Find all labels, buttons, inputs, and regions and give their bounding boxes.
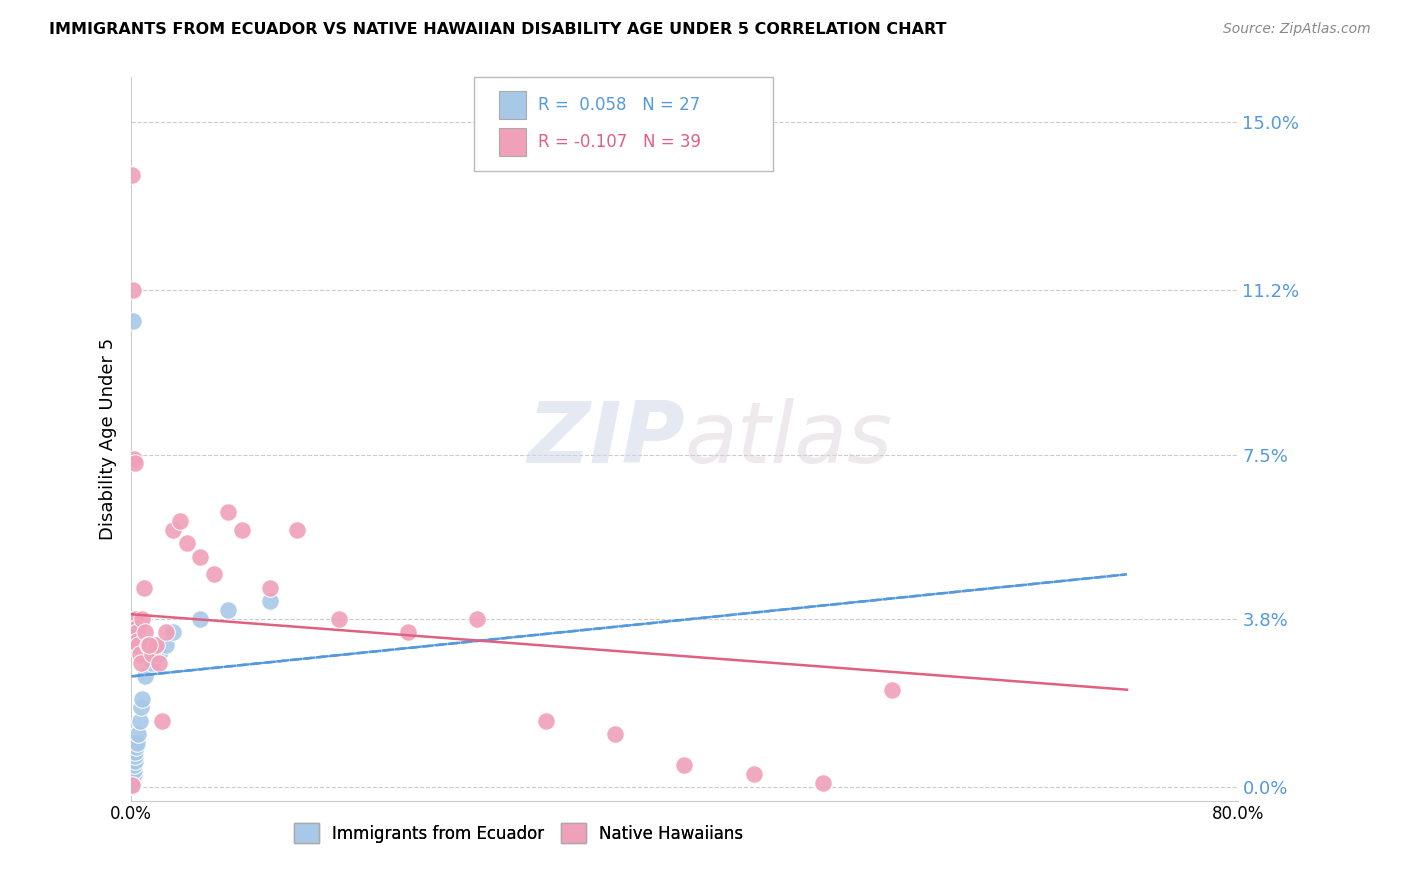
Point [127,633,149,648]
Point [124,758,146,772]
Point [231,523,253,537]
Point [145,638,167,652]
Point [259,594,281,608]
Text: atlas: atlas [685,398,893,481]
Point [125,740,148,755]
Point [396,625,419,640]
Point [162,625,184,640]
Point [150,714,173,728]
Point [122,767,145,781]
Point [259,581,281,595]
Point [129,656,152,670]
Text: Source: ZipAtlas.com: Source: ZipAtlas.com [1223,22,1371,37]
Point [880,682,903,697]
Text: ZIP: ZIP [527,398,685,481]
Text: IMMIGRANTS FROM ECUADOR VS NATIVE HAWAIIAN DISABILITY AGE UNDER 5 CORRELATION CH: IMMIGRANTS FROM ECUADOR VS NATIVE HAWAII… [49,22,946,37]
Point [134,669,156,683]
Legend: Immigrants from Ecuador, Native Hawaiians: Immigrants from Ecuador, Native Hawaiian… [287,816,749,850]
Point [132,581,155,595]
Point [534,714,557,728]
Point [176,536,198,550]
Point [605,727,627,741]
Point [121,780,143,794]
Point [190,612,212,626]
Point [148,656,170,670]
Point [328,612,350,626]
Point [122,773,145,788]
Point [162,523,184,537]
Point [673,758,696,772]
Point [121,778,143,792]
Point [169,514,191,528]
Y-axis label: Disability Age Under 5: Disability Age Under 5 [100,338,117,541]
Point [125,736,148,750]
Point [155,625,177,640]
Point [285,523,308,537]
Point [136,638,159,652]
Point [131,691,153,706]
Point [122,452,145,467]
Point [122,763,145,777]
FancyBboxPatch shape [499,128,526,155]
Point [155,638,177,652]
Point [141,656,163,670]
Point [141,647,163,661]
Point [124,745,146,759]
FancyBboxPatch shape [499,91,526,119]
Point [121,168,143,182]
FancyBboxPatch shape [474,78,773,171]
Point [121,778,143,792]
Point [742,767,765,781]
Point [122,772,145,786]
Point [128,647,150,661]
Point [127,638,149,652]
Text: R = -0.107   N = 39: R = -0.107 N = 39 [538,133,702,151]
Point [811,776,834,790]
Point [217,603,239,617]
Point [134,625,156,640]
Point [138,638,160,652]
Point [148,647,170,661]
Point [124,457,146,471]
Point [190,549,212,564]
Point [125,625,148,640]
Point [217,505,239,519]
Point [122,314,145,328]
Point [124,612,146,626]
Point [129,700,152,714]
Point [122,284,145,298]
Point [124,754,146,768]
Point [124,749,146,764]
Point [125,621,148,635]
Point [121,777,143,791]
Point [121,776,143,790]
Point [128,714,150,728]
Text: R =  0.058   N = 27: R = 0.058 N = 27 [538,96,700,114]
Point [202,567,225,582]
Point [131,612,153,626]
Point [465,612,488,626]
Point [127,727,149,741]
